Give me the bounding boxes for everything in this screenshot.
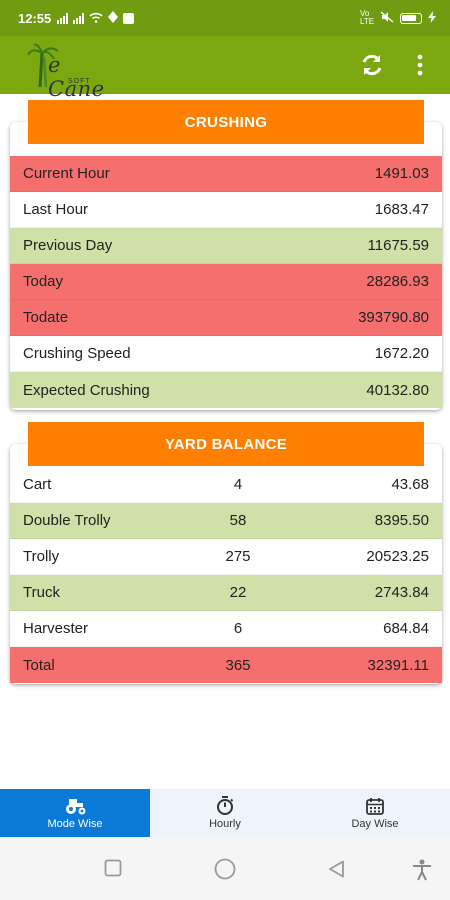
battery-icon (400, 12, 422, 24)
timer-icon (217, 796, 234, 815)
nav-hourly-label: Hourly (209, 818, 241, 830)
crushing-row-today[interactable]: Today 28286.93 (10, 264, 442, 300)
system-navigation-bar (0, 837, 450, 900)
signal-icon (57, 12, 69, 24)
nav-day-wise-label: Day Wise (351, 817, 399, 830)
data-saver-icon (108, 10, 119, 26)
status-bar: 12:55 Vo LTE (0, 0, 450, 36)
yard-balance-header: YARD BALANCE (28, 422, 424, 466)
yard-row-trolly[interactable]: Trolly 275 20523.25 (10, 539, 442, 575)
status-left-icons (57, 10, 135, 26)
wifi-icon (89, 11, 103, 26)
nav-mode-wise[interactable]: Mode Wise (0, 789, 150, 837)
triangle-back-icon (329, 860, 344, 878)
app-bar: e Cane SOFT (0, 36, 450, 101)
crushing-row-previous-day[interactable]: Previous Day 11675.59 (10, 228, 442, 264)
volte-label: Vo LTE (360, 9, 375, 26)
accessibility-icon (413, 859, 431, 881)
calendar-icon (366, 797, 384, 815)
crushing-row-expected-crushing[interactable]: Expected Crushing 40132.80 (10, 372, 442, 408)
crushing-row-current-hour[interactable]: Current Hour 1491.03 (10, 156, 442, 192)
back-button[interactable] (328, 860, 346, 883)
home-button[interactable] (214, 858, 236, 885)
yard-row-cart[interactable]: Cart 4 43.68 (10, 467, 442, 503)
bottom-navigation: Mode Wise Hourly Day Wise (0, 789, 450, 837)
yard-rows: Cart 4 43.68 Double Trolly 58 8395.50 Tr… (10, 467, 442, 683)
overflow-menu-button[interactable] (406, 51, 434, 79)
crushing-row-last-hour[interactable]: Last Hour 1683.47 (10, 192, 442, 228)
app-notification-icon (123, 12, 135, 24)
more-vert-icon (417, 54, 423, 76)
yard-row-double-trolly[interactable]: Double Trolly 58 8395.50 (10, 503, 442, 539)
logo-subtext: SOFT (68, 78, 91, 85)
app-bar-actions (358, 51, 434, 79)
logo-wordmark: e Cane (48, 53, 105, 101)
nav-hourly[interactable]: Hourly (150, 789, 300, 837)
status-right-icons: Vo LTE (360, 10, 436, 26)
crushing-header: CRUSHING (28, 100, 424, 144)
crushing-rows: Current Hour 1491.03 Last Hour 1683.47 P… (10, 156, 442, 408)
charging-icon (428, 10, 436, 26)
app-logo: e Cane SOFT (24, 41, 124, 101)
yard-row-harvester[interactable]: Harvester 6 684.84 (10, 611, 442, 647)
circle-icon (214, 858, 236, 880)
crushing-row-crushing-speed[interactable]: Crushing Speed 1672.20 (10, 336, 442, 372)
accessibility-button[interactable] (412, 859, 432, 886)
square-icon (104, 859, 122, 877)
crushing-card: Current Hour 1491.03 Last Hour 1683.47 P… (10, 122, 442, 410)
crushing-row-todate[interactable]: Todate 393790.80 (10, 300, 442, 336)
refresh-button[interactable] (358, 51, 386, 79)
refresh-icon (362, 54, 382, 76)
recent-apps-button[interactable] (104, 859, 122, 882)
signal-icon-2 (73, 12, 85, 24)
yard-row-total[interactable]: Total 365 32391.11 (10, 647, 442, 683)
sugarcane-logo-icon (28, 43, 58, 87)
mute-icon (380, 10, 394, 26)
status-time: 12:55 (18, 10, 52, 26)
nav-mode-wise-label: Mode Wise (47, 817, 103, 830)
nav-day-wise[interactable]: Day Wise (300, 789, 450, 837)
tractor-icon (66, 798, 86, 814)
yard-balance-card: Cart 4 43.68 Double Trolly 58 8395.50 Tr… (10, 444, 442, 684)
yard-row-truck[interactable]: Truck 22 2743.84 (10, 575, 442, 611)
